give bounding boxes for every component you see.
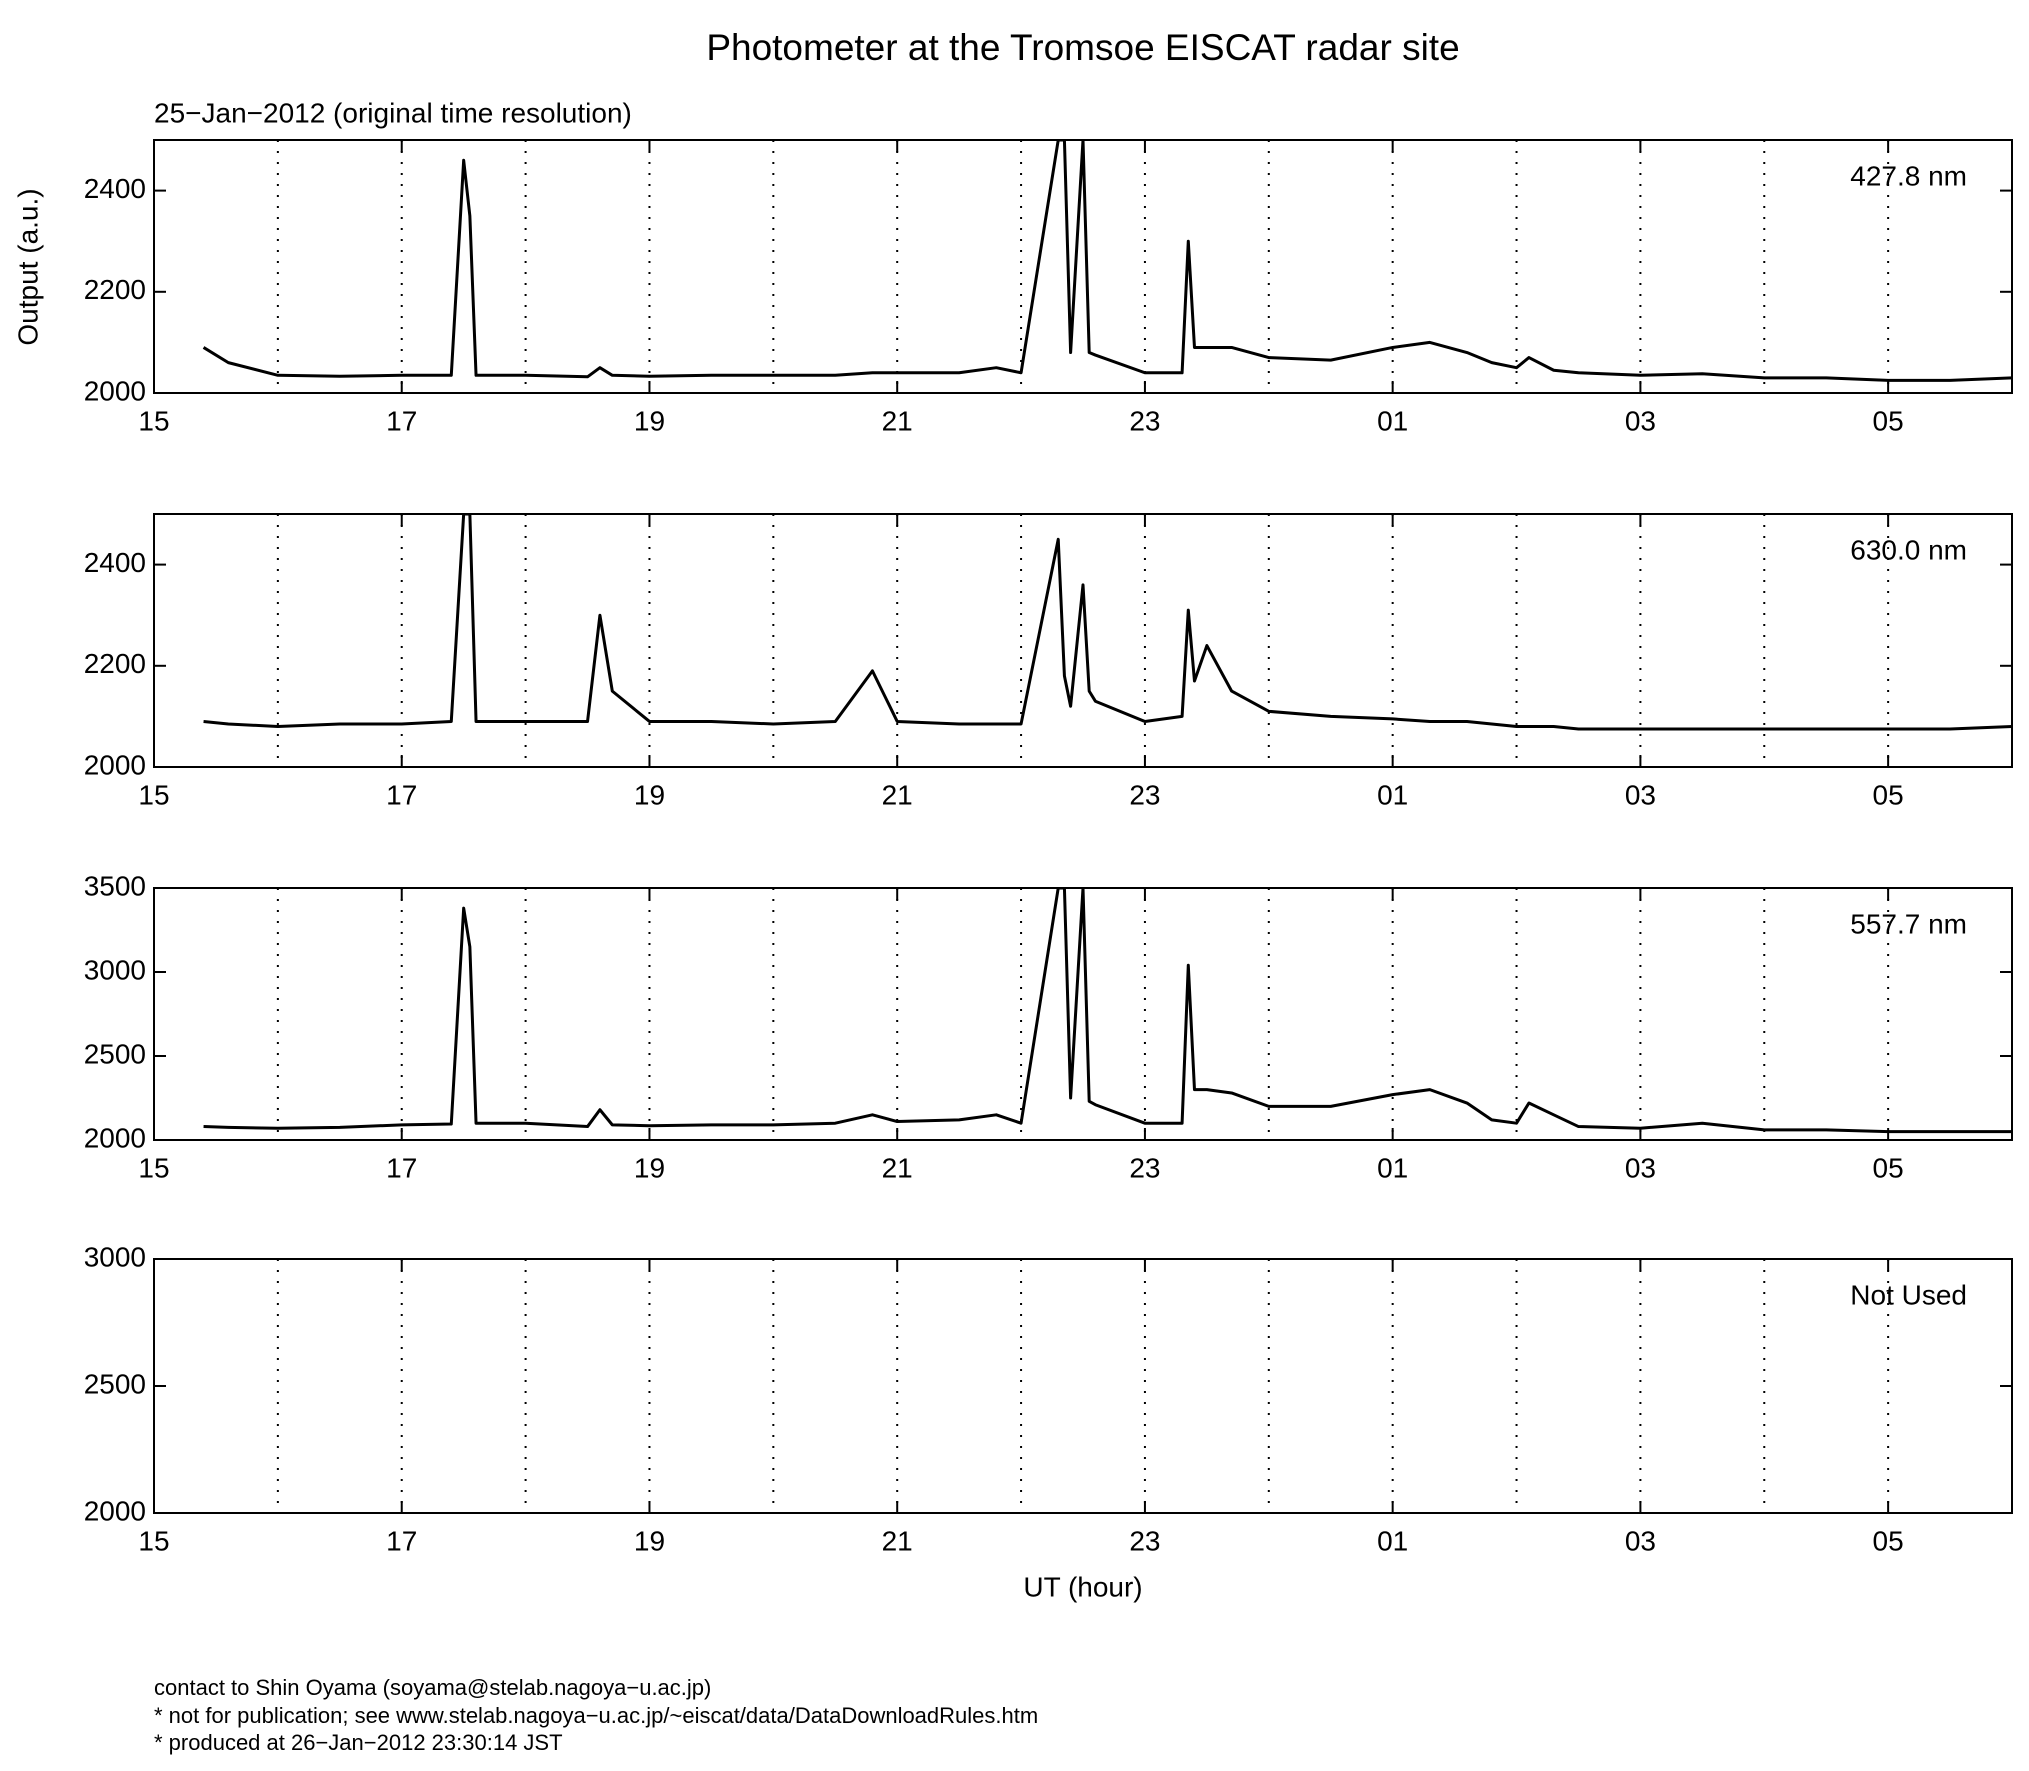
y-tick-label: 2400 [84, 173, 146, 204]
x-tick-label: 17 [386, 1525, 417, 1556]
x-tick-label: 19 [634, 405, 665, 436]
subtitle: 25−Jan−2012 (original time resolution) [154, 97, 632, 128]
x-tick-label: 17 [386, 779, 417, 810]
x-tick-label: 21 [882, 779, 913, 810]
y-tick-label: 3000 [84, 1241, 146, 1272]
x-tick-label: 23 [1129, 1152, 1160, 1183]
y-tick-label: 3500 [84, 870, 146, 901]
x-axis-label: UT (hour) [1023, 1571, 1142, 1602]
x-tick-label: 17 [386, 405, 417, 436]
panel-label: 557.7 nm [1850, 908, 1967, 939]
y-tick-label: 2000 [84, 749, 146, 780]
x-tick-label: 03 [1625, 779, 1656, 810]
x-tick-label: 01 [1377, 405, 1408, 436]
x-tick-label: 03 [1625, 1525, 1656, 1556]
x-tick-label: 15 [138, 779, 169, 810]
footer-line: * produced at 26−Jan−2012 23:30:14 JST [154, 1730, 563, 1755]
x-tick-label: 19 [634, 779, 665, 810]
x-tick-label: 01 [1377, 779, 1408, 810]
x-tick-label: 05 [1873, 405, 1904, 436]
panel-label: 427.8 nm [1850, 160, 1967, 191]
data-line [203, 514, 2012, 731]
y-tick-label: 2400 [84, 547, 146, 578]
data-line [203, 888, 2012, 1134]
x-tick-label: 15 [138, 1152, 169, 1183]
footer-line: contact to Shin Oyama (soyama@stelab.nag… [154, 1675, 711, 1700]
x-tick-label: 23 [1129, 1525, 1160, 1556]
x-tick-label: 15 [138, 1525, 169, 1556]
x-tick-label: 19 [634, 1525, 665, 1556]
footer-line: * not for publication; see www.stelab.na… [154, 1703, 1038, 1728]
plot-frame [153, 1258, 2013, 1514]
y-tick-label: 3000 [84, 954, 146, 985]
y-tick-label: 2500 [84, 1038, 146, 1069]
y-tick-label: 2000 [84, 1495, 146, 1526]
x-tick-label: 05 [1873, 1525, 1904, 1556]
x-tick-label: 23 [1129, 779, 1160, 810]
x-tick-label: 03 [1625, 405, 1656, 436]
x-tick-label: 23 [1129, 405, 1160, 436]
y-tick-label: 2200 [84, 648, 146, 679]
data-line [202, 140, 2012, 382]
x-tick-label: 01 [1377, 1525, 1408, 1556]
x-tick-label: 05 [1873, 779, 1904, 810]
x-tick-label: 19 [634, 1152, 665, 1183]
y-tick-label: 2000 [84, 375, 146, 406]
x-tick-label: 21 [882, 405, 913, 436]
x-tick-label: 01 [1377, 1152, 1408, 1183]
figure-title: Photometer at the Tromsoe EISCAT radar s… [706, 27, 1459, 68]
panel-label: 630.0 nm [1850, 534, 1967, 565]
panel-label: Not Used [1850, 1279, 1967, 1310]
plot-frame [153, 513, 2013, 768]
x-tick-label: 15 [138, 405, 169, 436]
y-tick-label: 2500 [84, 1368, 146, 1399]
x-tick-label: 21 [882, 1152, 913, 1183]
x-tick-label: 03 [1625, 1152, 1656, 1183]
y-axis-label: Output (a.u.) [12, 188, 43, 345]
x-tick-label: 05 [1873, 1152, 1904, 1183]
y-tick-label: 2000 [84, 1122, 146, 1153]
x-tick-label: 21 [882, 1525, 913, 1556]
x-tick-label: 17 [386, 1152, 417, 1183]
y-tick-label: 2200 [84, 274, 146, 305]
